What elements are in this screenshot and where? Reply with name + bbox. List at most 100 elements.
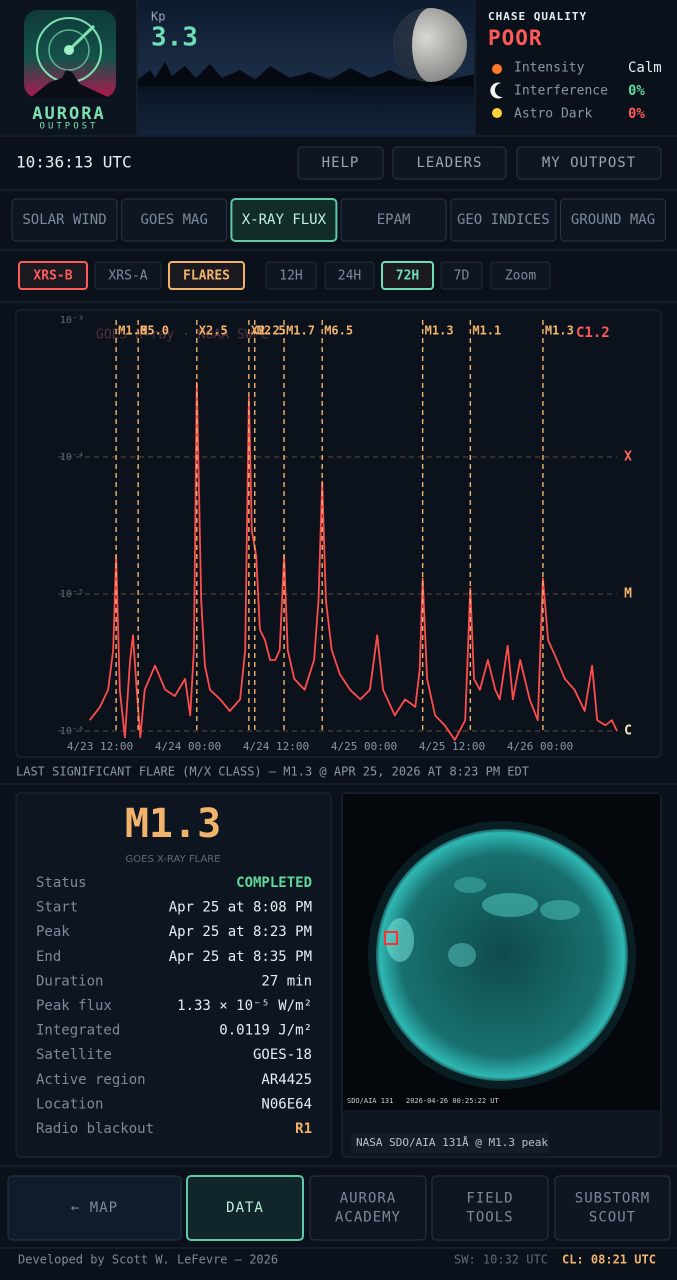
detail-value: GOES-18	[253, 1047, 312, 1063]
detail-label: Status	[36, 875, 87, 891]
nav-label: AURORA	[340, 1191, 397, 1207]
active-region	[482, 893, 538, 917]
detail-label: Location	[36, 1096, 103, 1112]
detail-value: 27 min	[261, 973, 312, 989]
detail-label: Peak	[36, 924, 70, 940]
detail-value: COMPLETED	[236, 875, 312, 891]
nav-label: DATA	[226, 1200, 264, 1216]
reflection	[138, 86, 474, 96]
filter-chip[interactable]	[440, 261, 483, 290]
x-tick-label: 4/25 12:00	[419, 740, 485, 753]
nav-button[interactable]	[554, 1175, 671, 1241]
nav-button[interactable]	[186, 1175, 304, 1241]
chart-panel	[15, 309, 662, 758]
kp-label: Kp	[151, 10, 165, 24]
kp-value: 3.3	[151, 23, 198, 53]
filter-chip[interactable]	[94, 261, 162, 290]
filter-chip-label: 12H	[279, 269, 302, 284]
active-region	[448, 943, 476, 967]
clock: 10:36:13 UTC	[16, 153, 132, 172]
filter-chip[interactable]	[168, 261, 245, 290]
nav-button[interactable]	[309, 1175, 427, 1241]
tab-label: GEO INDICES	[457, 212, 550, 228]
caption-box	[351, 1133, 549, 1153]
filter-chip[interactable]	[18, 261, 88, 290]
flux-line	[88, 381, 618, 741]
flare-label: M1.3	[425, 324, 454, 338]
filter-chip[interactable]	[490, 261, 551, 290]
solar-disk	[376, 829, 628, 1081]
tab[interactable]	[450, 198, 557, 242]
tab[interactable]	[560, 198, 666, 242]
detail-label: Radio blackout	[36, 1121, 154, 1137]
logo-subtitle: OUTPOST	[40, 122, 99, 132]
detail-value: N06E64	[261, 1096, 312, 1112]
tab[interactable]	[230, 198, 338, 242]
nav-button[interactable]	[7, 1175, 182, 1241]
icon-sun	[492, 108, 502, 118]
nav-label: SCOUT	[589, 1210, 636, 1226]
filter-chip-label: XRS-B	[33, 269, 72, 284]
flare-label: M1.3	[545, 324, 574, 338]
footer-sw: SW: 10:32 UTC	[454, 1253, 548, 1267]
class-label: M	[624, 587, 632, 602]
detail-label: Peak flux	[36, 998, 112, 1014]
flare-label: M6.5	[324, 324, 353, 338]
tab[interactable]	[340, 198, 447, 242]
metric-label: Intensity	[514, 61, 585, 76]
nav-label: FIELD	[466, 1191, 513, 1207]
class-label: X	[624, 450, 632, 465]
toolbar-button[interactable]	[297, 146, 384, 180]
toolbar-button[interactable]	[392, 146, 507, 180]
tab-label: GOES MAG	[140, 212, 207, 228]
filter-chip[interactable]	[324, 261, 375, 290]
metric-value: 0%	[628, 106, 645, 122]
icon-flame	[492, 64, 502, 74]
active-region	[454, 877, 486, 893]
tab-label: EPAM	[377, 212, 411, 228]
toolbar-button[interactable]	[516, 146, 662, 180]
active-region	[386, 918, 414, 962]
detail-value: Apr 25 at 8:23 PM	[169, 924, 312, 940]
filter-chip[interactable]	[381, 261, 434, 290]
x-tick-label: 4/26 00:00	[507, 740, 573, 753]
footer-credit: Developed by Scott W. LeFevre — 2026	[18, 1253, 278, 1267]
class-label: C	[624, 724, 632, 739]
metric-label: Interference	[514, 84, 608, 99]
active-region	[540, 900, 580, 920]
filter-chip-label: XRS-A	[108, 269, 147, 284]
image-caption: NASA SDO/AIA 131Å @ M1.3 peak	[356, 1136, 548, 1149]
detail-label: Start	[36, 900, 78, 916]
detail-value: 1.33 × 10⁻⁵ W/m²	[177, 998, 312, 1014]
flare-label: M1.1	[472, 324, 501, 338]
toolbar-button-label: MY OUTPOST	[542, 155, 636, 171]
x-tick-label: 4/23 12:00	[67, 740, 133, 753]
chart-watermark: GOES X-ray · NOAA SWPC	[96, 328, 268, 343]
toolbar-button-label: LEADERS	[416, 155, 482, 171]
filter-chip[interactable]	[265, 261, 317, 290]
logo-title: AURORA	[32, 104, 105, 124]
nav-label: ← MAP	[71, 1200, 118, 1216]
flare-class: M1.3	[125, 801, 221, 847]
tab-label: GROUND MAG	[571, 212, 655, 228]
tab[interactable]	[121, 198, 228, 242]
filter-chip-label: FLARES	[183, 269, 230, 284]
flare-label: M1.6	[118, 324, 147, 338]
tab[interactable]	[11, 198, 118, 242]
nav-button[interactable]	[431, 1175, 549, 1241]
flare-label: X2.2	[251, 324, 280, 338]
flare-label: M1.7	[286, 324, 315, 338]
image-stamp: SDO/AIA 131	[347, 1097, 393, 1105]
chase-label: CHASE QUALITY	[488, 10, 587, 23]
detail-value: Apr 25 at 8:08 PM	[169, 900, 312, 916]
logo-hill	[30, 70, 110, 98]
image-stamp: 2026-04-26 00:25:22 UT	[406, 1097, 500, 1105]
logo-ring	[48, 29, 90, 71]
detail-label: Duration	[36, 973, 103, 989]
detail-label: End	[36, 949, 61, 965]
filter-chip-label: 72H	[396, 269, 419, 284]
flare-subtitle: GOES X-RAY FLARE	[126, 854, 221, 865]
filter-chip-label: 24H	[338, 269, 361, 284]
